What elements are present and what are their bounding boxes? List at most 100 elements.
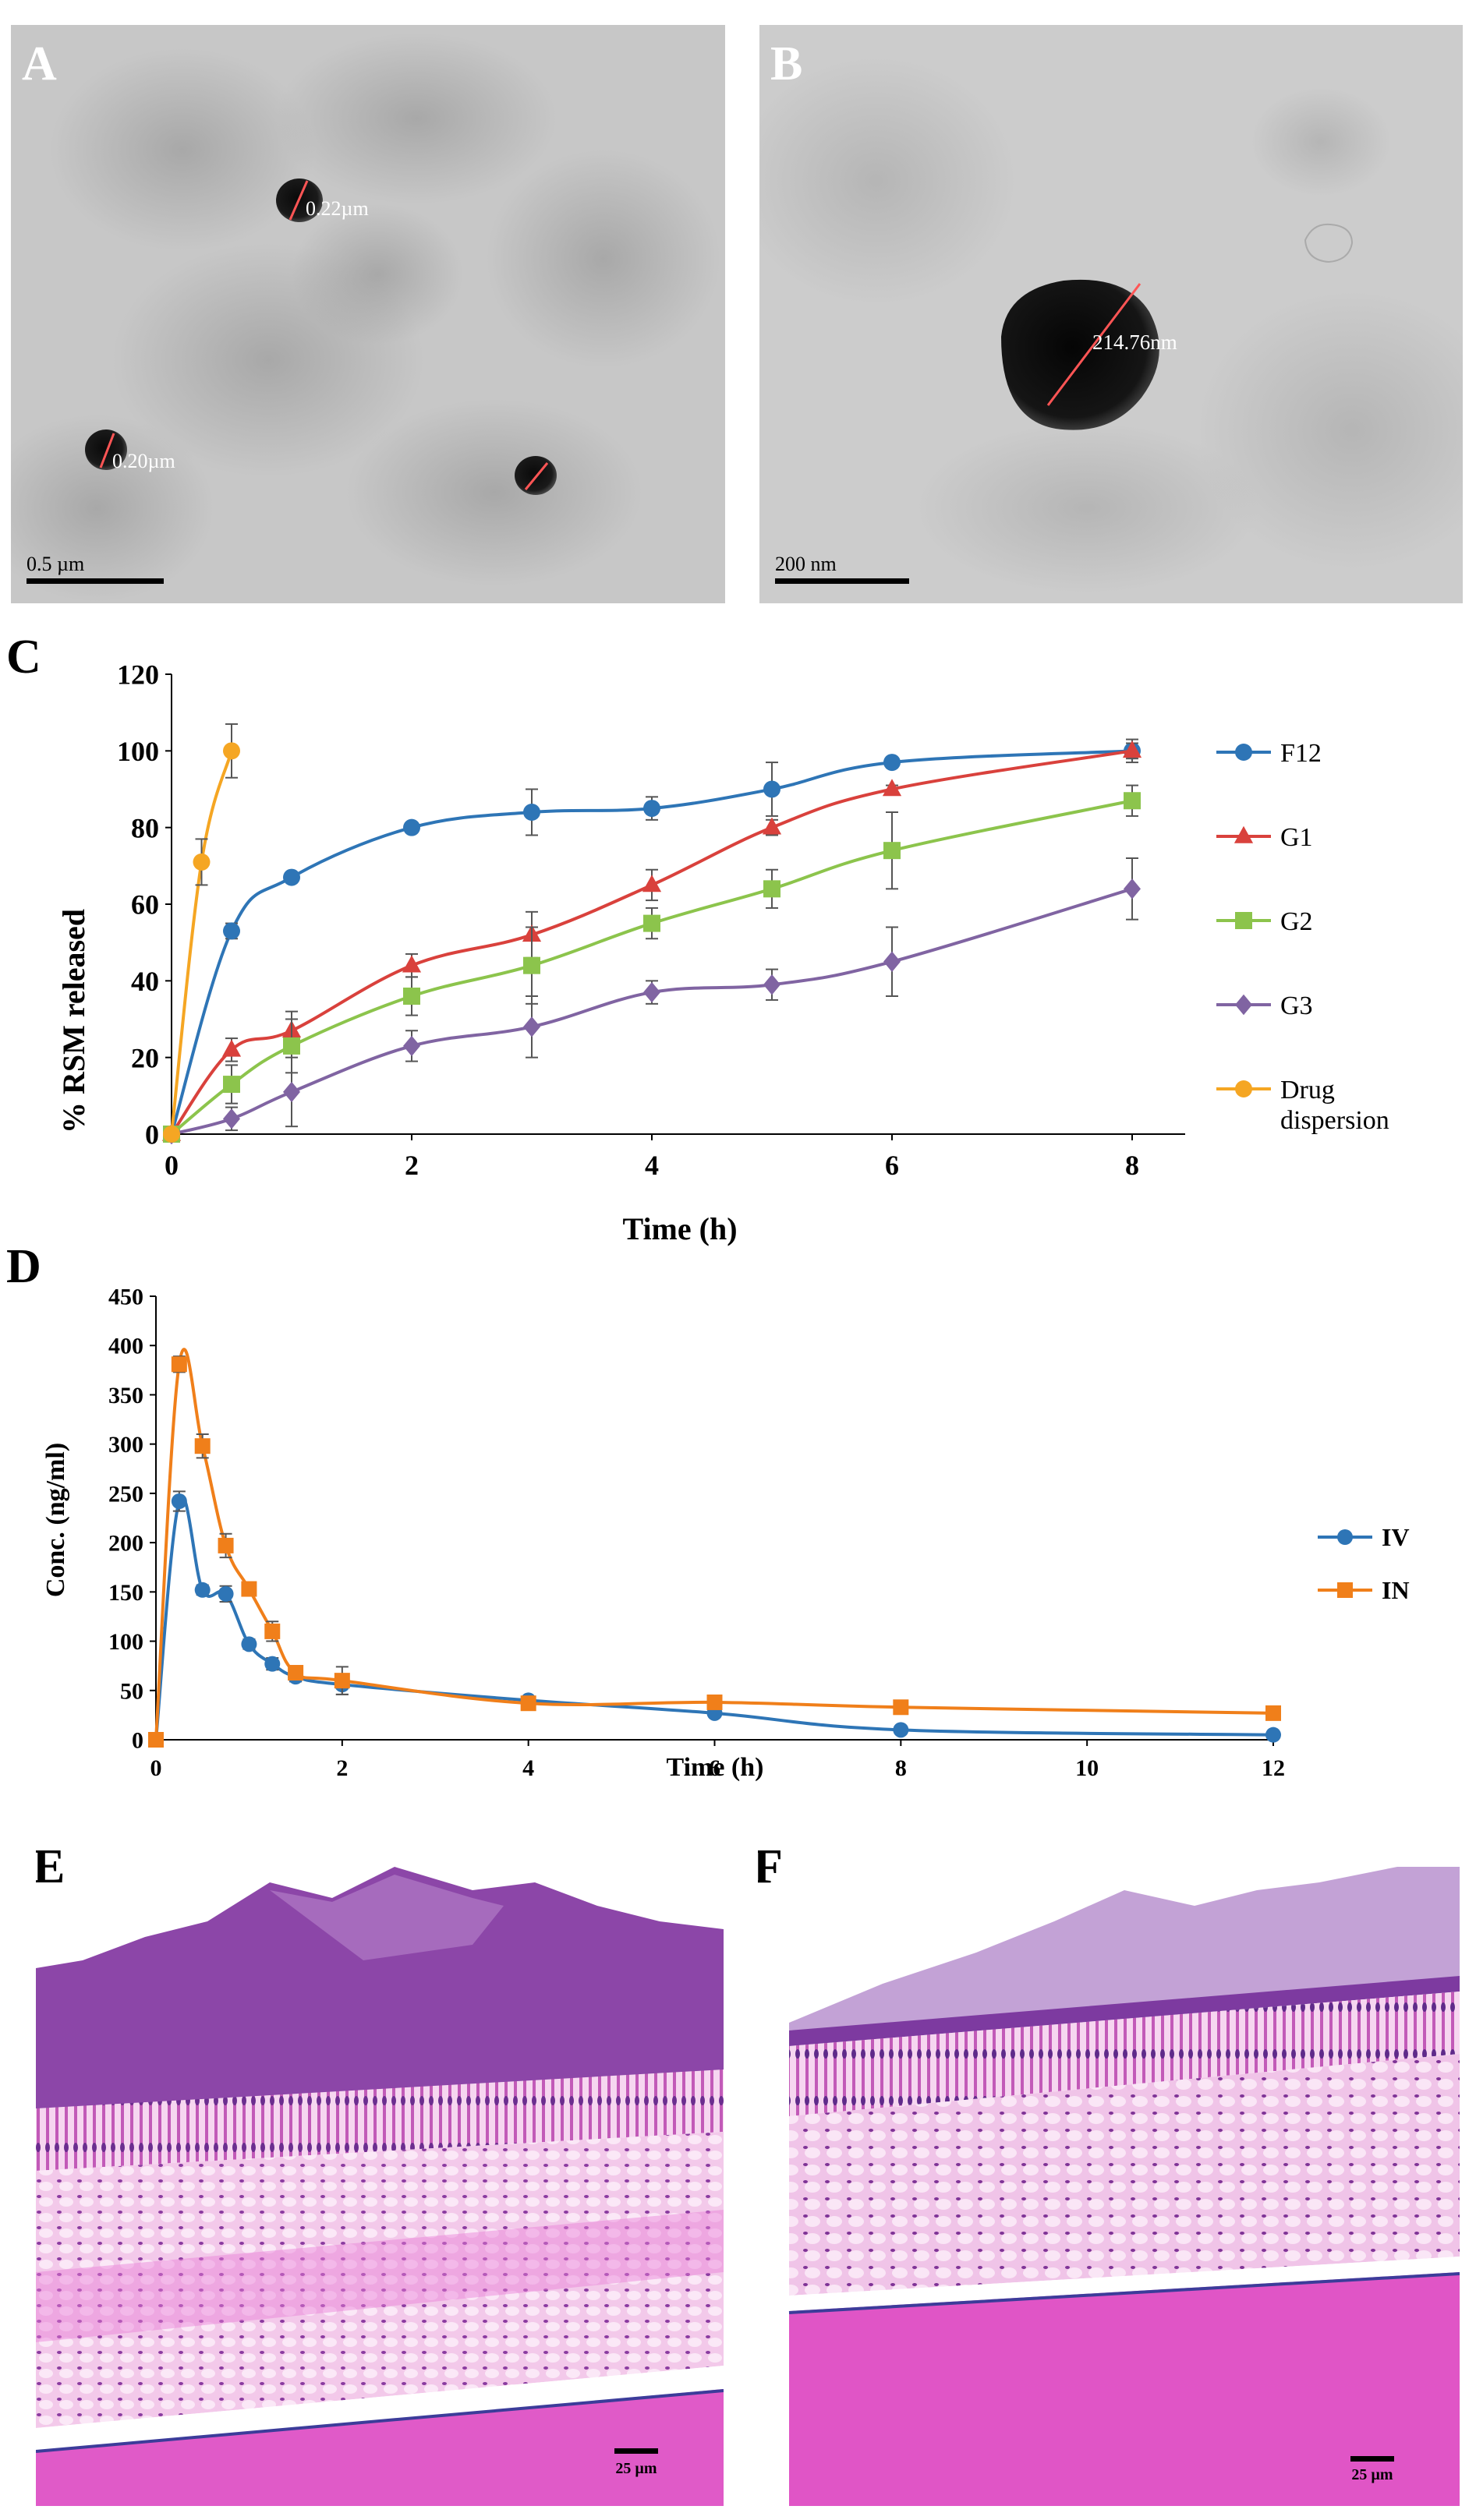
histology-image-f: 25 µm F [758, 1836, 1460, 2506]
data-point [763, 780, 780, 798]
legend-label: G1 [1280, 823, 1313, 852]
data-point [223, 1076, 240, 1094]
data-point [403, 818, 420, 836]
x-tick-label: 8 [895, 1755, 907, 1781]
data-point [403, 1035, 420, 1057]
data-point [283, 1081, 300, 1103]
data-point [194, 1582, 211, 1598]
data-point [643, 981, 660, 1003]
data-point [171, 1356, 187, 1373]
legend-label: IV [1382, 1523, 1410, 1551]
data-point [241, 1636, 257, 1652]
x-axis-label: Time (h) [667, 1753, 764, 1782]
scale-bar-label: 25 µm [1351, 2466, 1393, 2483]
nanoparticle [276, 178, 323, 222]
legend-marker [1234, 825, 1254, 843]
y-tick-label: 200 [108, 1531, 143, 1557]
series-line-iv [154, 1495, 1274, 1741]
data-point [1265, 1705, 1281, 1721]
data-point [1265, 1727, 1281, 1743]
data-point [523, 1016, 540, 1037]
series-line-drug-dispersion [170, 750, 233, 1135]
legend-label: IN [1382, 1576, 1410, 1604]
series-line-g2 [170, 799, 1133, 1136]
particle-label: 0.22µm [306, 197, 369, 220]
y-tick-label: 300 [108, 1432, 143, 1458]
data-point [1122, 740, 1142, 758]
x-tick-label: 0 [165, 1150, 179, 1181]
y-tick-label: 350 [108, 1383, 143, 1408]
scale-bar [1350, 2456, 1394, 2462]
data-point [264, 1623, 281, 1639]
nanoparticle [1001, 279, 1159, 430]
y-tick-label: 100 [108, 1629, 143, 1655]
scale-bar [27, 578, 164, 584]
y-tick-label: 60 [131, 889, 159, 921]
tem-image-a: 0.22µm 0.20µm 0.5 µm A [11, 25, 725, 603]
data-point [218, 1537, 234, 1553]
data-point [223, 742, 240, 760]
y-tick-label: 40 [131, 966, 159, 997]
legend-marker [1235, 912, 1252, 929]
y-tick-label: 120 [117, 659, 159, 691]
legend-marker [1235, 744, 1252, 761]
data-point [883, 842, 901, 860]
y-tick-label: 20 [131, 1042, 159, 1073]
data-point [883, 951, 901, 972]
nanoparticle [85, 429, 127, 470]
legend-label: G3 [1280, 991, 1313, 1020]
data-point [1124, 878, 1141, 899]
y-axis-label: Conc. (ng/ml) [41, 1443, 70, 1597]
y-tick-label: 100 [117, 736, 159, 767]
x-axis-label: Time (h) [622, 1211, 737, 1246]
legend-label: dispersion [1280, 1106, 1389, 1135]
data-point [223, 1108, 240, 1129]
data-point [193, 853, 211, 871]
data-point [523, 956, 540, 974]
data-point [882, 779, 902, 797]
y-tick-label: 0 [132, 1728, 143, 1754]
data-point [218, 1585, 234, 1602]
scale-bar-label: 200 nm [775, 553, 837, 575]
data-point [264, 1656, 281, 1672]
data-point [643, 914, 660, 932]
scale-bar-label: 25 µm [615, 2460, 657, 2477]
data-point [893, 1722, 909, 1738]
particle-label: 214.76nm [1092, 330, 1177, 354]
data-point [402, 955, 422, 973]
release-chart: 0 20 40 60 80 100 120 0 2 4 6 8 F12 G1 G2 G3 Drugdisper… [56, 659, 1389, 1246]
x-tick-label: 6 [709, 1755, 720, 1781]
y-tick-label: 80 [131, 812, 159, 843]
data-point [1124, 792, 1141, 810]
data-point [893, 1699, 909, 1716]
data-point [642, 875, 662, 892]
x-tick-label: 12 [1262, 1755, 1285, 1781]
legend-marker [1337, 1529, 1353, 1545]
panel-letter-b: B [770, 37, 802, 90]
data-point [763, 974, 780, 995]
nanoparticle [515, 456, 557, 495]
x-tick-label: 2 [405, 1150, 419, 1181]
data-point [334, 1673, 350, 1689]
x-tick-label: 0 [150, 1755, 162, 1781]
y-tick-label: 50 [120, 1678, 143, 1704]
legend-marker [1235, 994, 1252, 1016]
panel-letter-e: E [36, 1840, 65, 1893]
y-tick-label: 150 [108, 1580, 143, 1606]
data-point [520, 1695, 536, 1712]
data-point [403, 988, 420, 1005]
x-tick-label: 8 [1125, 1150, 1139, 1181]
pk-chart: 0 50 100 150 200 250 300 350 400 450 0 2 4 6 8 10 12 IV I… [41, 1285, 1410, 1783]
data-point [241, 1581, 257, 1597]
data-point [163, 1126, 180, 1143]
data-point [148, 1732, 164, 1748]
scale-bar [614, 2448, 658, 2454]
legend-label: F12 [1280, 739, 1322, 768]
data-point [643, 800, 660, 818]
x-tick-label: 4 [522, 1755, 534, 1781]
scale-bar-label: 0.5 µm [27, 553, 84, 575]
legend-marker [1337, 1582, 1353, 1598]
data-point [221, 1039, 242, 1057]
panel-letter-d: D [6, 1240, 41, 1293]
scale-bar [775, 578, 909, 584]
